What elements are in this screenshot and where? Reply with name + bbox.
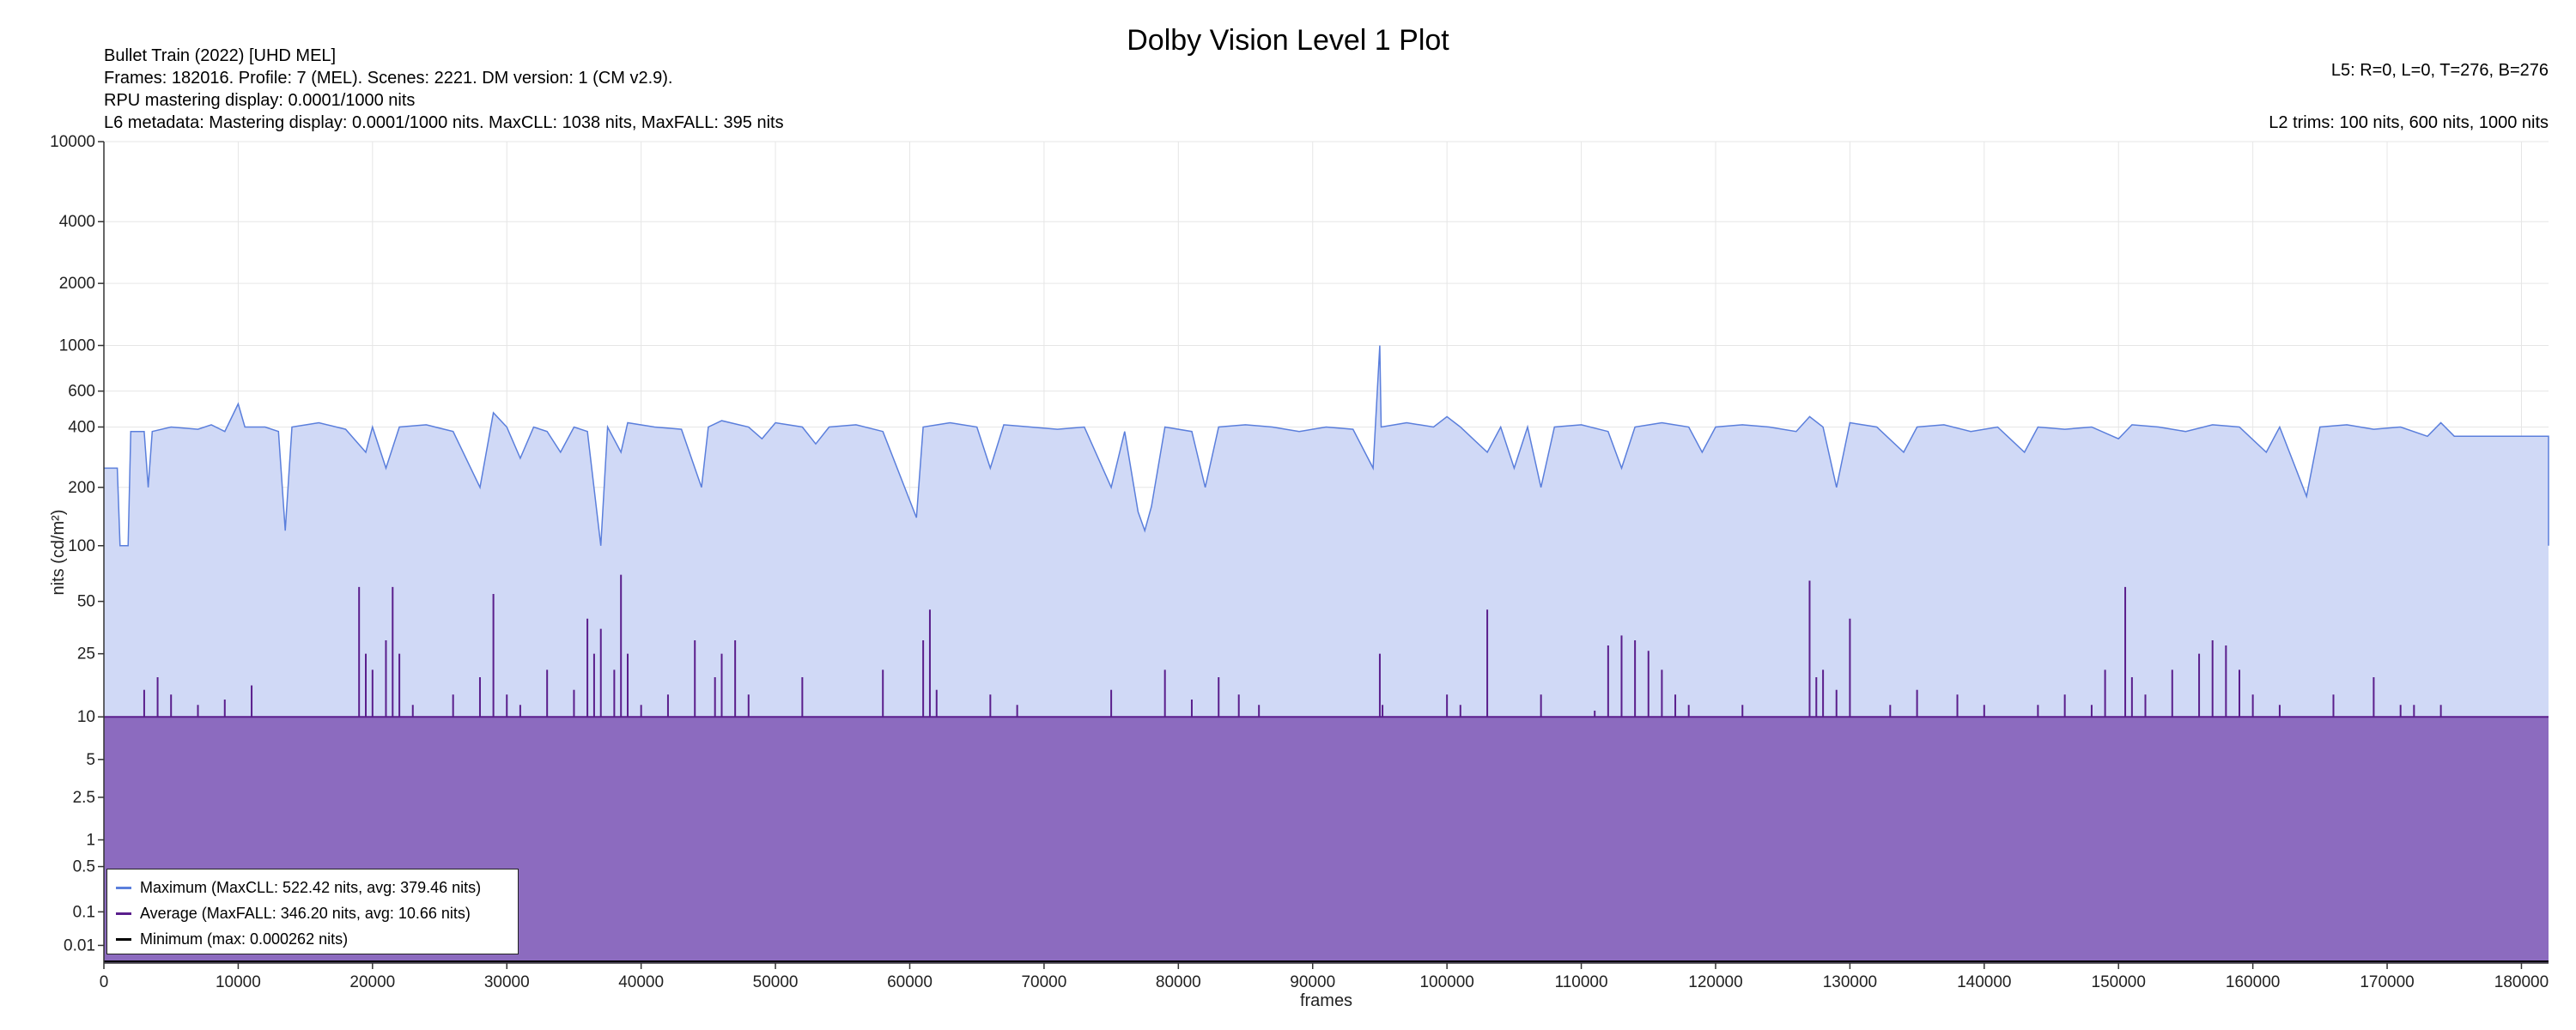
x-tick-label: 40000 xyxy=(618,973,664,991)
x-tick-label: 110000 xyxy=(1555,973,1608,991)
legend-item-average[interactable]: Average (MaxFALL: 346.20 nits, avg: 10.6… xyxy=(116,900,509,926)
x-tick-label: 130000 xyxy=(1823,973,1877,991)
chart-title: Dolby Vision Level 1 Plot xyxy=(1127,24,1449,57)
y-axis-label: nits (cd/m²) xyxy=(49,510,68,596)
y-tick-label: 50 xyxy=(77,593,95,611)
y-tick-label: 0.5 xyxy=(73,858,95,876)
x-tick-label: 50000 xyxy=(753,973,799,991)
x-tick-label: 30000 xyxy=(484,973,530,991)
y-tick-label: 10000 xyxy=(50,133,95,151)
y-tick-label: 2000 xyxy=(59,275,95,293)
x-tick-label: 160000 xyxy=(2226,973,2280,991)
y-tick-label: 400 xyxy=(68,418,95,436)
y-tick-label: 0.1 xyxy=(73,903,95,921)
x-tick-label: 0 xyxy=(100,973,109,991)
y-tick-label: 1000 xyxy=(59,337,95,355)
x-tick-label: 170000 xyxy=(2360,973,2414,991)
y-tick-label: 0.01 xyxy=(64,936,95,954)
legend-label-maximum: Maximum (MaxCLL: 522.42 nits, avg: 379.4… xyxy=(140,878,482,896)
y-tick-label: 4000 xyxy=(59,213,95,231)
y-tick-label: 200 xyxy=(68,479,95,497)
legend-swatch-average xyxy=(116,912,131,915)
x-tick-label: 60000 xyxy=(887,973,933,991)
x-tick-label: 100000 xyxy=(1419,973,1473,991)
info-line-l6: L6 metadata: Mastering display: 0.0001/1… xyxy=(104,113,784,132)
l5-text: L5: R=0, L=0, T=276, B=276 xyxy=(2330,61,2549,80)
y-tick-label: 2.5 xyxy=(73,789,95,807)
y-tick-label: 600 xyxy=(68,383,95,401)
legend-swatch-minimum xyxy=(116,937,131,941)
x-tick-label: 90000 xyxy=(1290,973,1335,991)
legend-label-minimum: Minimum (max: 0.000262 nits) xyxy=(140,930,349,948)
legend-swatch-maximum xyxy=(116,886,131,889)
l2-text: L2 trims: 100 nits, 600 nits, 1000 nits xyxy=(2269,113,2549,132)
x-tick-label: 70000 xyxy=(1021,973,1066,991)
y-tick-label: 5 xyxy=(86,751,95,769)
x-tick-label: 180000 xyxy=(2494,973,2549,991)
legend-item-minimum[interactable]: Minimum (max: 0.000262 nits) xyxy=(116,926,509,952)
info-line-title: Bullet Train (2022) [UHD MEL] xyxy=(104,46,337,65)
y-tick-label: 1 xyxy=(86,832,95,850)
x-tick-label: 140000 xyxy=(1957,973,2011,991)
maximum-line xyxy=(104,345,2549,547)
info-line-frames: Frames: 182016. Profile: 7 (MEL). Scenes… xyxy=(104,69,673,88)
x-tick-label: 20000 xyxy=(349,973,395,991)
x-tick-label: 150000 xyxy=(2092,973,2146,991)
y-tick-label: 25 xyxy=(77,645,95,663)
y-tick-label: 10 xyxy=(77,708,95,726)
legend-label-average: Average (MaxFALL: 346.20 nits, avg: 10.6… xyxy=(140,904,471,922)
legend: Maximum (MaxCLL: 522.42 nits, avg: 379.4… xyxy=(106,869,519,954)
x-tick-label: 80000 xyxy=(1156,973,1201,991)
y-tick-label: 100 xyxy=(68,537,95,555)
legend-item-maximum[interactable]: Maximum (MaxCLL: 522.42 nits, avg: 379.4… xyxy=(116,875,509,900)
x-tick-label: 120000 xyxy=(1688,973,1742,991)
x-tick-label: 10000 xyxy=(216,973,261,991)
info-line-rpu: RPU mastering display: 0.0001/1000 nits xyxy=(104,91,416,110)
x-axis-label: frames xyxy=(1300,991,1352,1010)
